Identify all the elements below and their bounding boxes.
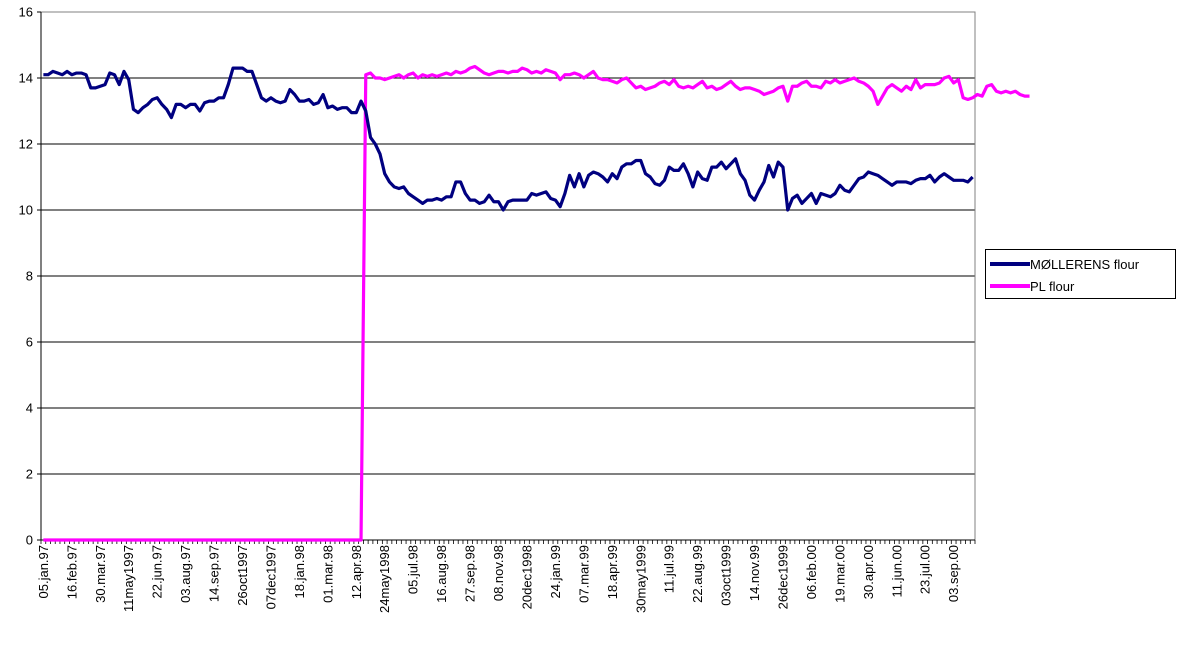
x-tick-label: 11.jun.00 [889,545,904,598]
legend-item-series-1: MØLLERENS flour [990,255,1139,273]
x-tick-label: 03.aug.97 [178,545,193,603]
y-tick-label: 14 [19,71,33,86]
x-tick-label: 30.apr.00 [861,545,876,599]
x-tick-label: 01.mar.98 [320,545,335,603]
x-tick-label: 22.jun.97 [150,545,165,599]
x-tick-label: 11may1997 [121,545,136,612]
x-tick-label: 18.jan.98 [292,545,307,599]
x-tick-label: 24may1998 [377,545,392,613]
legend-item-series-2: PL flour [990,277,1074,295]
x-tick-label: 19.mar.00 [832,545,847,603]
x-tick-label: 12.apr.98 [349,545,364,599]
legend-label-series-2: PL flour [1030,278,1075,294]
series-lines [43,64,1030,542]
x-tick-label: 08.nov.98 [491,545,506,601]
x-tick-label: 30may1999 [633,545,648,613]
x-tick-label: 18.apr.99 [605,545,620,599]
x-tick-label: 20dec1998 [519,545,534,609]
y-tick-label: 8 [26,269,33,284]
x-tick-label: 05.jul.98 [406,545,421,594]
y-tick-label: 12 [19,137,33,152]
x-tick-label: 16.aug.98 [434,545,449,603]
x-tick-label: 23.jul.00 [918,545,933,594]
series-line-1 [43,66,974,212]
x-tick-label: 30.mar.97 [93,545,108,603]
x-tick-label: 03.sep.00 [946,545,961,602]
x-tick-label: 26dec1999 [775,545,790,609]
gridlines [41,11,975,475]
legend-swatch-series-2 [990,284,1030,288]
x-tick-label: 27.sep.98 [463,545,478,602]
x-tick-label: 06.feb.00 [804,545,819,599]
y-axis-ticks: 0 2 4 6 8 10 12 14 16 [19,5,41,548]
x-tick-label: 14.nov.99 [747,545,762,601]
x-tick-label: 24.jan.99 [548,545,563,599]
y-tick-label: 2 [26,467,33,482]
x-tick-label: 14.sep.97 [207,545,222,602]
x-tick-label: 22.aug.99 [690,545,705,603]
legend: MØLLERENS flour PL flour [985,249,1176,299]
legend-swatch-series-1 [990,262,1030,266]
x-tick-label: 07.mar.99 [576,545,591,603]
y-tick-label: 10 [19,203,33,218]
y-tick-label: 16 [19,5,33,20]
legend-label-series-1: MØLLERENS flour [1030,256,1140,272]
y-tick-label: 0 [26,533,33,548]
y-tick-label: 4 [26,401,33,416]
x-axis-ticks: 05.jan.97 16.feb.97 30.mar.97 11may1997 22.j… [36,540,976,613]
series-line-2 [43,64,1030,542]
y-tick-label: 6 [26,335,33,350]
x-tick-label: 03oct1999 [719,545,734,606]
x-tick-label: 11.jul.99 [662,545,677,593]
x-tick-label: 05.jan.97 [36,545,51,599]
x-tick-label: 26oct1997 [235,545,250,606]
x-tick-label: 07dec1997 [263,545,278,609]
x-tick-label: 16.feb.97 [64,545,79,599]
